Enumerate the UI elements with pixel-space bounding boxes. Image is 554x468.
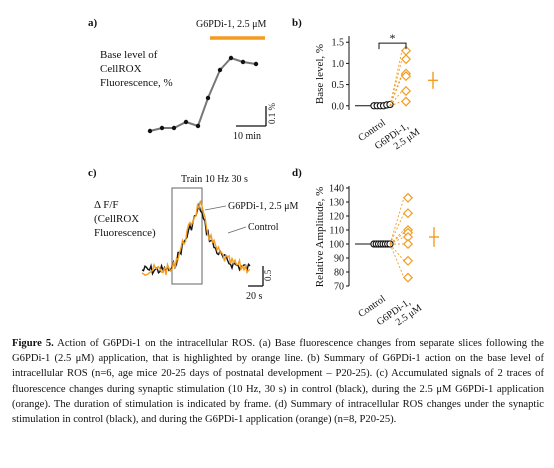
drug-trace	[141, 200, 251, 276]
ylabel-a-line1: Base level of	[100, 49, 158, 61]
panel-letter-d: d)	[292, 167, 302, 179]
y-tick-label: 80	[334, 268, 344, 279]
base-level-trace	[147, 55, 259, 134]
trace-a-line	[149, 56, 257, 132]
significance-star: *	[390, 31, 396, 45]
paired-line	[389, 236, 405, 245]
ylabel-c-line3: Fluorescence)	[94, 227, 156, 239]
y-axis-label: Relative Amplitude, %	[314, 187, 326, 288]
trace-a-point	[228, 55, 234, 61]
drug-point	[402, 208, 414, 219]
y-tick-label: 140	[329, 184, 344, 195]
drug-point	[400, 85, 412, 96]
y-tick-label: 0.5	[332, 80, 345, 91]
trace-a-point	[253, 61, 259, 67]
trace-a-point	[147, 128, 153, 134]
drug-point	[402, 255, 414, 266]
trace-a-point	[240, 59, 246, 65]
y-tick-label: 110	[329, 226, 344, 237]
ylabel-a-line3: Fluorescence, %	[100, 77, 173, 89]
y-tick-label: 120	[329, 212, 344, 223]
drug-point	[400, 54, 412, 65]
drug-point	[402, 192, 414, 203]
trace-a-point	[195, 123, 201, 129]
panel-a: G6PDi-1, 2.5 μM Base level of CellROX Fl…	[100, 19, 277, 142]
paired-line	[389, 243, 405, 278]
paired-line	[389, 75, 403, 106]
scalebar-c-x-label: 20 s	[246, 291, 263, 302]
y-tick-label: 70	[334, 282, 344, 293]
figure-canvas: a) b) c) d) G6PDi-1, 2.5 μM Base level o…	[88, 17, 439, 328]
y-tick-label: 1.5	[332, 38, 345, 49]
drug-label-a: G6PDi-1, 2.5 μM	[196, 19, 266, 30]
drug-point	[402, 272, 414, 283]
fluorescence-traces	[141, 200, 251, 276]
legend-drug-label: G6PDi-1, 2.5 μM	[228, 201, 298, 212]
ylabel-c-line2: (CellROX	[94, 213, 139, 225]
trace-a-point	[183, 119, 189, 125]
ylabel-a-line2: CellROX	[100, 63, 142, 75]
y-tick-label: 0.0	[332, 101, 345, 112]
ylabel-c-line1: Δ F/F	[94, 199, 119, 211]
caption-text: Action of G6PDi-1 on the intracellular R…	[12, 338, 544, 426]
y-tick-label: 1.0	[332, 59, 345, 70]
scalebar-c-y-label: 0.5	[263, 269, 273, 281]
legend-drug-pointer	[204, 205, 227, 211]
figure-caption: Figure 5. Action of G6PDi-1 on the intra…	[12, 336, 544, 427]
y-tick-label: 90	[334, 254, 344, 265]
panel-c: Train 10 Hz 30 s Δ F/F (CellROX Fluoresc…	[94, 174, 298, 302]
trace-a-point	[217, 67, 223, 73]
drug-point	[400, 96, 412, 107]
drug-point	[400, 71, 412, 82]
significance-bracket	[378, 42, 407, 50]
stim-label: Train 10 Hz 30 s	[181, 174, 248, 185]
caption-label: Figure 5.	[12, 338, 54, 349]
y-tick-label: 100	[329, 240, 344, 251]
paired-line	[389, 232, 405, 245]
paired-line	[389, 213, 405, 245]
y-tick-label: 130	[329, 198, 344, 209]
drug-point	[402, 238, 414, 250]
panel-letter-c: c)	[88, 167, 97, 179]
y-axis-label: Base level, %	[314, 44, 326, 104]
legend-control-pointer	[227, 226, 247, 234]
scalebar-a-x-label: 10 min	[233, 131, 261, 142]
panel-letter-b: b)	[292, 17, 302, 29]
paired-line	[389, 59, 403, 106]
trace-a-point	[159, 125, 165, 131]
trace-a-point	[171, 125, 177, 131]
paired-line	[389, 197, 405, 245]
trace-a-point	[205, 95, 211, 101]
paired-line	[389, 90, 403, 107]
stimulation-frame	[171, 187, 203, 285]
paired-line	[389, 229, 405, 245]
panel-letter-a: a)	[88, 17, 98, 29]
scalebar-a-y-label: 0.1 %	[267, 103, 277, 125]
legend-control-label: Control	[248, 222, 279, 233]
